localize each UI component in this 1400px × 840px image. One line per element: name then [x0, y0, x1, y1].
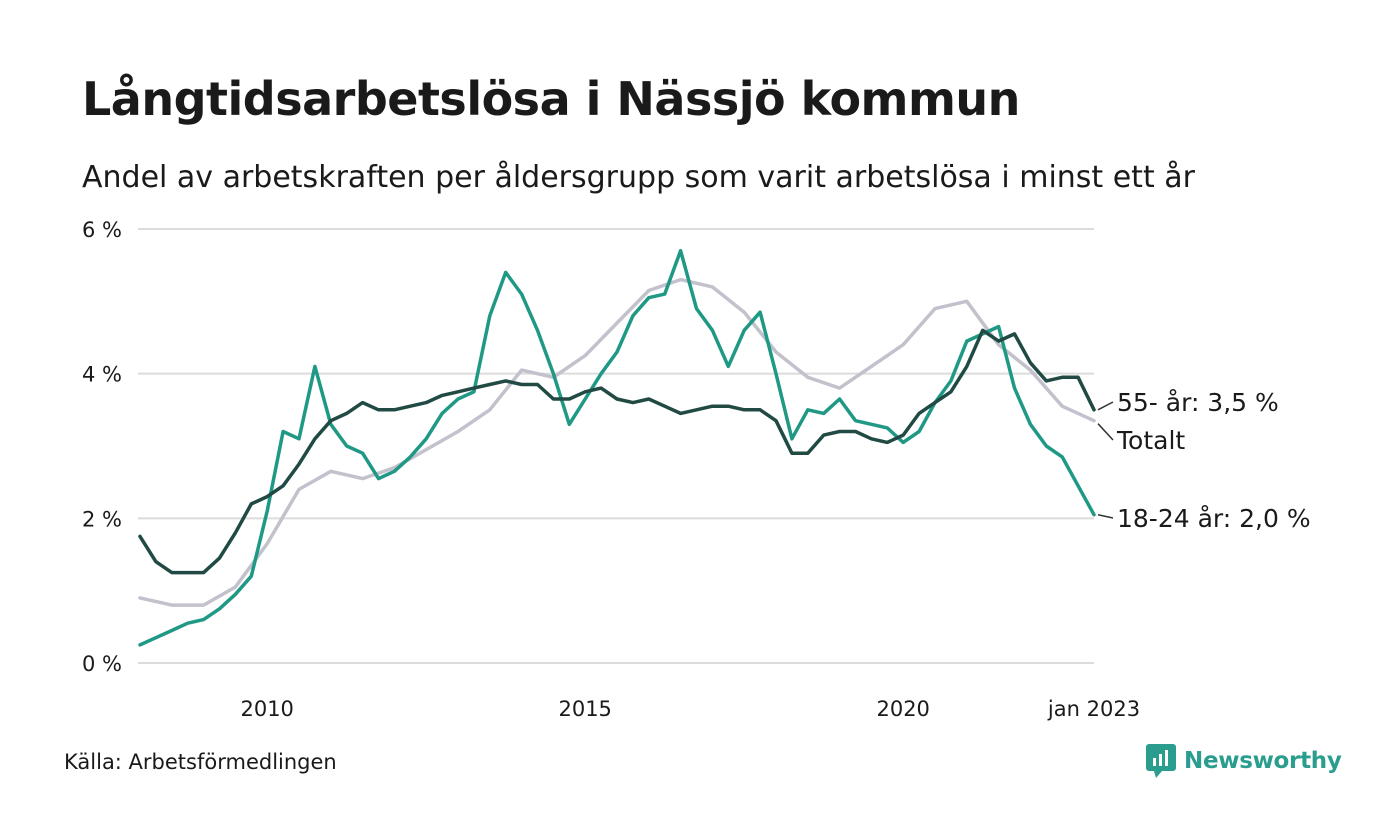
- newsworthy-logo: Newsworthy: [1146, 744, 1342, 778]
- series-lines: [138, 248, 1096, 647]
- leader-line: [1097, 401, 1114, 411]
- x-tick-label: 2015: [558, 697, 611, 721]
- x-axis-ticks: 2010 2015 2020 jan 2023: [240, 697, 1140, 721]
- x-tick-label: jan 2023: [1047, 697, 1140, 721]
- newsworthy-logo-text: Newsworthy: [1184, 748, 1342, 774]
- series-line-age55: [138, 328, 1096, 575]
- newsworthy-logo-icon: [1146, 744, 1176, 778]
- end-labels: Totalt 18-24 år: 2,0 % 55- år: 3,5 %: [1097, 388, 1311, 533]
- y-tick-label: 2 %: [82, 507, 122, 531]
- y-tick-label: 6 %: [82, 218, 122, 242]
- y-tick-label: 4 %: [82, 363, 122, 387]
- y-tick-label: 0 %: [82, 652, 122, 676]
- series-line-age18_24: [138, 248, 1096, 647]
- source-note: Källa: Arbetsförmedlingen: [64, 750, 337, 774]
- y-axis-ticks: 0 % 2 % 4 % 6 %: [82, 218, 122, 676]
- end-label-total: Totalt: [1116, 426, 1185, 455]
- chart-title: Långtidsarbetslösa i Nässjö kommun: [82, 72, 1020, 126]
- x-tick-label: 2020: [876, 697, 929, 721]
- end-label-age18_24: 18-24 år: 2,0 %: [1117, 504, 1311, 533]
- series-line-total: [138, 277, 1096, 607]
- chart-subtitle: Andel av arbetskraften per åldersgrupp s…: [82, 160, 1195, 195]
- grid-lines: [138, 228, 1094, 664]
- leader-line: [1097, 423, 1114, 441]
- leader-line: [1097, 513, 1114, 519]
- end-label-age55: 55- år: 3,5 %: [1117, 388, 1279, 417]
- x-tick-label: 2010: [240, 697, 293, 721]
